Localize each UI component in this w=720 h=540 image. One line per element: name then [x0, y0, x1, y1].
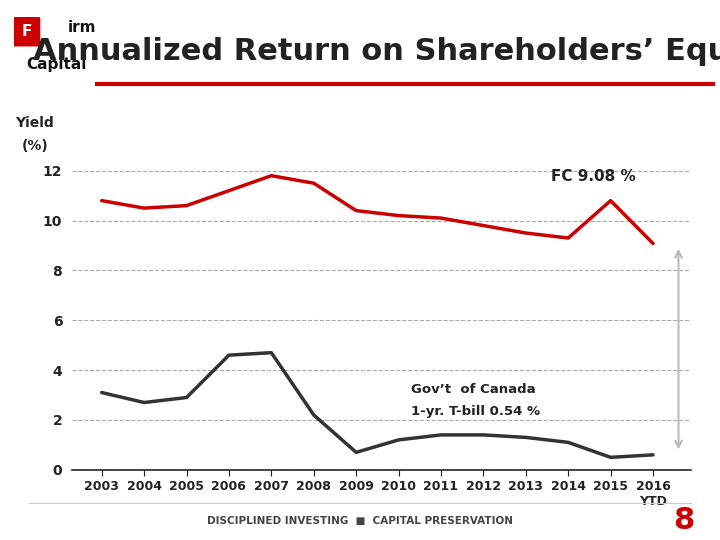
Text: DISCIPLINED INVESTING  ■  CAPITAL PRESERVATION: DISCIPLINED INVESTING ■ CAPITAL PRESERVA…	[207, 516, 513, 525]
Text: 1-yr. T-bill 0.54 %: 1-yr. T-bill 0.54 %	[411, 405, 541, 418]
FancyBboxPatch shape	[13, 17, 40, 46]
Text: Capital: Capital	[27, 57, 87, 71]
Text: F: F	[22, 24, 32, 39]
Text: irm: irm	[68, 20, 96, 35]
Text: (%): (%)	[22, 139, 48, 153]
Text: Gov’t  of Canada: Gov’t of Canada	[411, 382, 536, 395]
Text: Annualized Return on Shareholders’ Equity: Annualized Return on Shareholders’ Equit…	[32, 37, 720, 66]
Text: FC 9.08 %: FC 9.08 %	[552, 168, 636, 184]
Text: Yield: Yield	[15, 116, 54, 130]
Text: 8: 8	[673, 506, 695, 535]
